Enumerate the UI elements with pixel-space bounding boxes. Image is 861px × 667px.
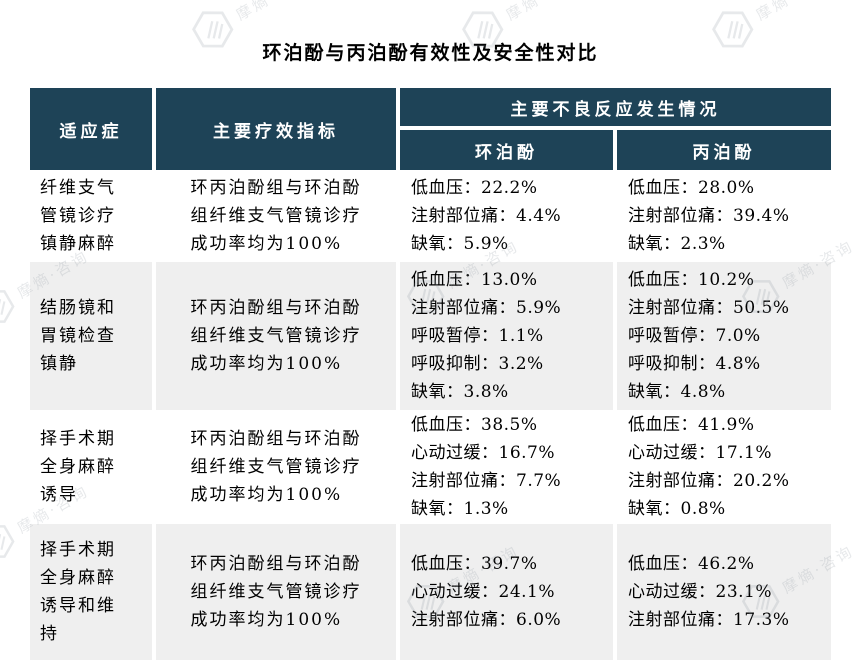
propofol-adverse-cell: 低血压：10.2% 注射部位痛：50.5% 呼吸暂停：7.0% 呼吸抑制：4.8… bbox=[617, 262, 831, 410]
ciprofol-adverse-cell: 低血压：22.2% 注射部位痛：4.4% 缺氧：5.9% bbox=[400, 174, 613, 258]
efficacy-cell: 环丙泊酚组与环泊酚 组纤维支气管镜诊疗 成功率均为100% bbox=[156, 262, 396, 410]
efficacy-cell: 环丙泊酚组与环泊酚 组纤维支气管镜诊疗 成功率均为100% bbox=[156, 414, 396, 520]
indication-cell: 择手术期 全身麻醉 诱导 bbox=[30, 414, 152, 520]
ciprofol-adverse-cell: 低血压：13.0% 注射部位痛：5.9% 呼吸暂停：1.1% 呼吸抑制：3.2%… bbox=[400, 262, 613, 410]
comparison-table: 适应症 主要疗效指标 主要不良反应发生情况 环泊酚 丙泊酚 纤维支气 管镜诊疗 … bbox=[30, 88, 831, 660]
watermark-text: 摩熵·咨询 bbox=[502, 0, 582, 25]
efficacy-cell: 环丙泊酚组与环泊酚 组纤维支气管镜诊疗 成功率均为100% bbox=[156, 524, 396, 660]
ciprofol-adverse-cell: 低血压：39.7% 心动过缓：24.1% 注射部位痛：6.0% bbox=[400, 524, 613, 660]
watermark-logo-icon bbox=[0, 525, 15, 558]
efficacy-text: 环丙泊酚组与环泊酚 组纤维支气管镜诊疗 成功率均为100% bbox=[190, 178, 362, 254]
column-header-ciprofol: 环泊酚 bbox=[400, 130, 613, 170]
ciprofol-adverse-cell: 低血压：38.5% 心动过缓：16.7% 注射部位痛：7.7% 缺氧：1.3% bbox=[400, 414, 613, 520]
page-title: 环泊酚与丙泊酚有效性及安全性对比 bbox=[262, 42, 599, 64]
efficacy-text: 环丙泊酚组与环泊酚 组纤维支气管镜诊疗 成功率均为100% bbox=[190, 298, 362, 374]
indication-cell: 结肠镜和 胃镜检查 镇静 bbox=[30, 262, 152, 410]
efficacy-cell: 环丙泊酚组与环泊酚 组纤维支气管镜诊疗 成功率均为100% bbox=[156, 174, 396, 258]
propofol-adverse-cell: 低血压：41.9% 心动过缓：17.1% 注射部位痛：20.2% 缺氧：0.8% bbox=[617, 414, 831, 520]
watermark-logo-icon bbox=[0, 290, 15, 323]
watermark-text: 摩熵·咨询 bbox=[232, 0, 312, 25]
efficacy-text: 环丙泊酚组与环泊酚 组纤维支气管镜诊疗 成功率均为100% bbox=[190, 429, 362, 505]
column-header-propofol: 丙泊酚 bbox=[617, 130, 831, 170]
efficacy-text: 环丙泊酚组与环泊酚 组纤维支气管镜诊疗 成功率均为100% bbox=[190, 554, 362, 630]
propofol-adverse-cell: 低血压：46.2% 心动过缓：23.1% 注射部位痛：17.3% bbox=[617, 524, 831, 660]
indication-cell: 纤维支气 管镜诊疗 镇静麻醉 bbox=[30, 174, 152, 258]
column-header-indication: 适应症 bbox=[30, 88, 152, 170]
propofol-adverse-cell: 低血压：28.0% 注射部位痛：39.4% 缺氧：2.3% bbox=[617, 174, 831, 258]
column-header-efficacy: 主要疗效指标 bbox=[156, 88, 396, 170]
watermark-text: 摩熵·咨询 bbox=[752, 0, 832, 25]
column-header-adverse-group: 主要不良反应发生情况 bbox=[400, 88, 831, 126]
indication-cell: 择手术期 全身麻醉 诱导和维 持 bbox=[30, 524, 152, 660]
